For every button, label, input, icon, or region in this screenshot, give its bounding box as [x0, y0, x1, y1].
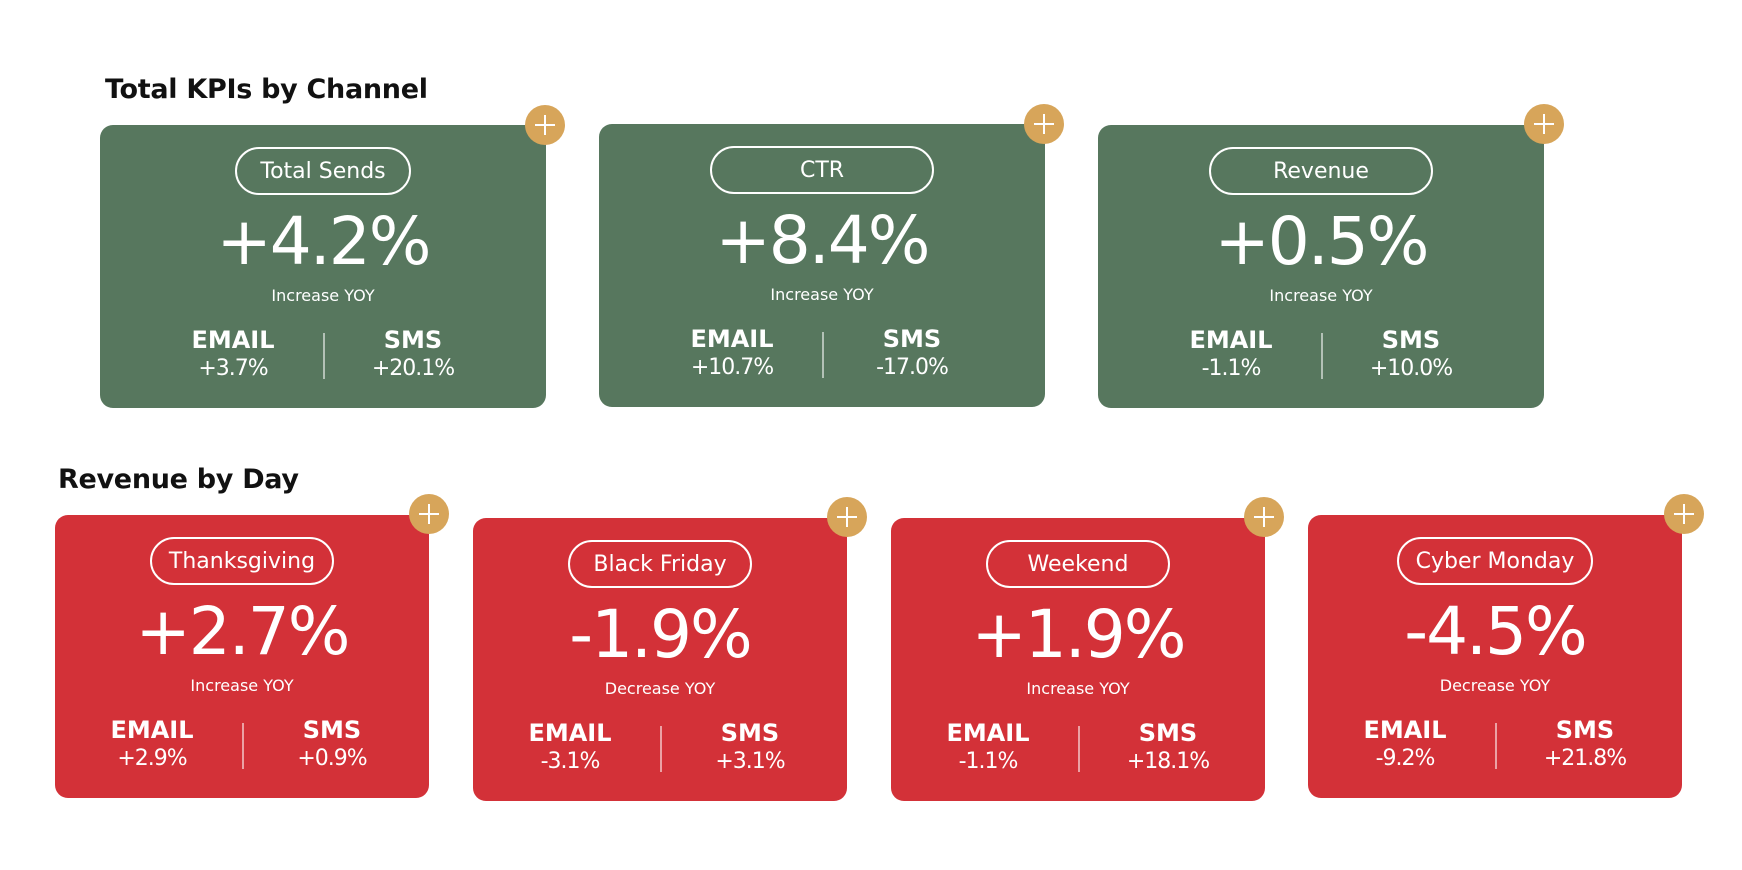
channel-split: EMAIL -3.1% SMS +3.1%: [473, 718, 847, 782]
email-column: EMAIL +10.7%: [662, 324, 802, 382]
card-label-pill: Total Sends: [235, 147, 411, 195]
email-value: +2.9%: [117, 746, 187, 771]
sms-label: SMS: [720, 719, 780, 747]
sms-label: SMS: [1555, 716, 1615, 744]
card-big-value: -4.5%: [1404, 593, 1588, 670]
sms-column: SMS +3.1%: [680, 718, 820, 776]
sms-value: -17.0%: [876, 355, 949, 380]
channel-divider: [1495, 723, 1497, 769]
email-value: -9.2%: [1375, 746, 1436, 771]
sms-value: +20.1%: [371, 356, 455, 381]
email-value: -3.1%: [540, 749, 601, 774]
add-kpi-ctr-plus-icon[interactable]: [1024, 104, 1064, 144]
sms-column: SMS +10.0%: [1341, 325, 1481, 383]
email-label: EMAIL: [528, 719, 612, 747]
kpi-card-total-sends[interactable]: Total Sends +4.2% Increase YOY EMAIL +3.…: [100, 125, 546, 408]
card-caption: Increase YOY: [1269, 286, 1373, 305]
channel-divider: [323, 333, 325, 379]
email-column: EMAIL +2.9%: [82, 715, 222, 773]
email-value: -1.1%: [958, 749, 1019, 774]
email-value: -1.1%: [1201, 356, 1262, 381]
channel-split: EMAIL +2.9% SMS +0.9%: [55, 715, 429, 779]
email-label: EMAIL: [110, 716, 194, 744]
card-caption: Decrease YOY: [1439, 676, 1551, 695]
add-cyber-monday-plus-icon[interactable]: [1664, 494, 1704, 534]
day-card-black-friday[interactable]: Black Friday -1.9% Decrease YOY EMAIL -3…: [473, 518, 847, 801]
card-big-value: +8.4%: [715, 202, 931, 279]
channel-split: EMAIL -9.2% SMS +21.8%: [1308, 715, 1682, 779]
card-caption: Increase YOY: [1026, 679, 1130, 698]
sms-value: +10.0%: [1369, 356, 1453, 381]
sms-value: +0.9%: [297, 746, 367, 771]
card-label-pill: Cyber Monday: [1397, 537, 1593, 585]
add-weekend-plus-icon[interactable]: [1244, 497, 1284, 537]
channel-divider: [1078, 726, 1080, 772]
day-card-thanksgiving[interactable]: Thanksgiving +2.7% Increase YOY EMAIL +2…: [55, 515, 429, 798]
channel-split: EMAIL +10.7% SMS -17.0%: [599, 324, 1045, 388]
card-caption: Increase YOY: [770, 285, 874, 304]
card-label-pill: Revenue: [1209, 147, 1433, 195]
channel-split: EMAIL +3.7% SMS +20.1%: [100, 325, 546, 389]
add-thanksgiving-plus-icon[interactable]: [409, 494, 449, 534]
channel-divider: [660, 726, 662, 772]
sms-label: SMS: [1381, 326, 1441, 354]
email-column: EMAIL +3.7%: [163, 325, 303, 383]
card-caption: Increase YOY: [190, 676, 294, 695]
channel-split: EMAIL -1.1% SMS +10.0%: [1098, 325, 1544, 389]
card-big-value: +1.9%: [971, 596, 1187, 673]
sms-label: SMS: [882, 325, 942, 353]
sms-column: SMS +20.1%: [343, 325, 483, 383]
section-title-revenue-by-day: Revenue by Day: [58, 464, 299, 495]
channel-split: EMAIL -1.1% SMS +18.1%: [891, 718, 1265, 782]
sms-value: +3.1%: [715, 749, 785, 774]
email-label: EMAIL: [946, 719, 1030, 747]
day-card-cyber-monday[interactable]: Cyber Monday -4.5% Decrease YOY EMAIL -9…: [1308, 515, 1682, 798]
sms-label: SMS: [1138, 719, 1198, 747]
day-card-weekend[interactable]: Weekend +1.9% Increase YOY EMAIL -1.1% S…: [891, 518, 1265, 801]
email-value: +10.7%: [690, 355, 774, 380]
channel-divider: [1321, 333, 1323, 379]
email-label: EMAIL: [191, 326, 275, 354]
card-caption: Increase YOY: [271, 286, 375, 305]
email-value: +3.7%: [198, 356, 268, 381]
card-big-value: +2.7%: [135, 593, 351, 670]
kpi-card-ctr[interactable]: CTR +8.4% Increase YOY EMAIL +10.7% SMS …: [599, 124, 1045, 407]
channel-divider: [822, 332, 824, 378]
sms-column: SMS +0.9%: [262, 715, 402, 773]
card-label-pill: Weekend: [986, 540, 1170, 588]
sms-column: SMS -17.0%: [842, 324, 982, 382]
add-kpi-total-sends-plus-icon[interactable]: [525, 105, 565, 145]
card-label-pill: CTR: [710, 146, 934, 194]
channel-divider: [242, 723, 244, 769]
sms-value: +21.8%: [1543, 746, 1627, 771]
add-kpi-revenue-plus-icon[interactable]: [1524, 104, 1564, 144]
email-column: EMAIL -3.1%: [500, 718, 640, 776]
sms-label: SMS: [302, 716, 362, 744]
email-label: EMAIL: [690, 325, 774, 353]
card-big-value: +4.2%: [216, 203, 432, 280]
card-big-value: -1.9%: [569, 596, 753, 673]
email-label: EMAIL: [1189, 326, 1273, 354]
card-big-value: +0.5%: [1214, 203, 1430, 280]
sms-column: SMS +18.1%: [1098, 718, 1238, 776]
email-column: EMAIL -1.1%: [1161, 325, 1301, 383]
kpi-card-revenue[interactable]: Revenue +0.5% Increase YOY EMAIL -1.1% S…: [1098, 125, 1544, 408]
sms-column: SMS +21.8%: [1515, 715, 1655, 773]
card-label-pill: Thanksgiving: [150, 537, 334, 585]
email-label: EMAIL: [1363, 716, 1447, 744]
email-column: EMAIL -1.1%: [918, 718, 1058, 776]
card-caption: Decrease YOY: [604, 679, 716, 698]
add-black-friday-plus-icon[interactable]: [827, 497, 867, 537]
sms-value: +18.1%: [1126, 749, 1210, 774]
sms-label: SMS: [383, 326, 443, 354]
card-label-pill: Black Friday: [568, 540, 752, 588]
email-column: EMAIL -9.2%: [1335, 715, 1475, 773]
section-title-kpis: Total KPIs by Channel: [105, 74, 428, 105]
